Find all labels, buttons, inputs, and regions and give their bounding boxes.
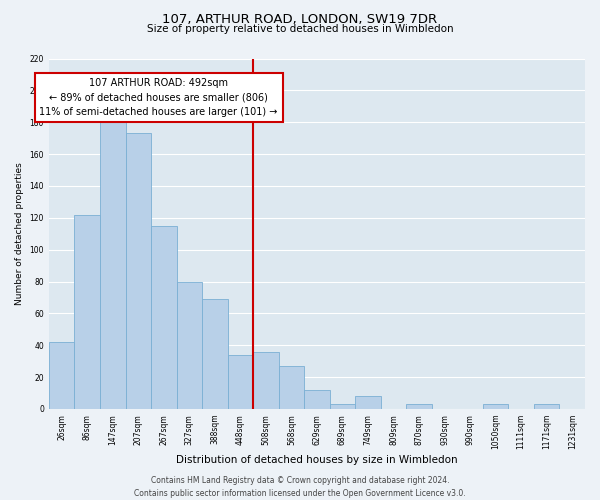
Bar	[253, 352, 278, 409]
Text: Contains HM Land Registry data © Crown copyright and database right 2024.
Contai: Contains HM Land Registry data © Crown c…	[134, 476, 466, 498]
Bar	[534, 404, 559, 409]
X-axis label: Distribution of detached houses by size in Wimbledon: Distribution of detached houses by size …	[176, 455, 458, 465]
Text: 107, ARTHUR ROAD, LONDON, SW19 7DR: 107, ARTHUR ROAD, LONDON, SW19 7DR	[163, 12, 437, 26]
Bar	[74, 214, 100, 409]
Bar	[49, 342, 74, 409]
Text: Size of property relative to detached houses in Wimbledon: Size of property relative to detached ho…	[146, 24, 454, 34]
Text: 107 ARTHUR ROAD: 492sqm
← 89% of detached houses are smaller (806)
11% of semi-d: 107 ARTHUR ROAD: 492sqm ← 89% of detache…	[40, 78, 278, 117]
Bar	[355, 396, 381, 409]
Bar	[202, 299, 227, 409]
Bar	[278, 366, 304, 409]
Bar	[483, 404, 508, 409]
Bar	[227, 355, 253, 409]
Y-axis label: Number of detached properties: Number of detached properties	[15, 162, 24, 305]
Bar	[176, 282, 202, 409]
Bar	[304, 390, 330, 409]
Bar	[125, 134, 151, 409]
Bar	[100, 116, 125, 409]
Bar	[330, 404, 355, 409]
Bar	[406, 404, 432, 409]
Bar	[151, 226, 176, 409]
